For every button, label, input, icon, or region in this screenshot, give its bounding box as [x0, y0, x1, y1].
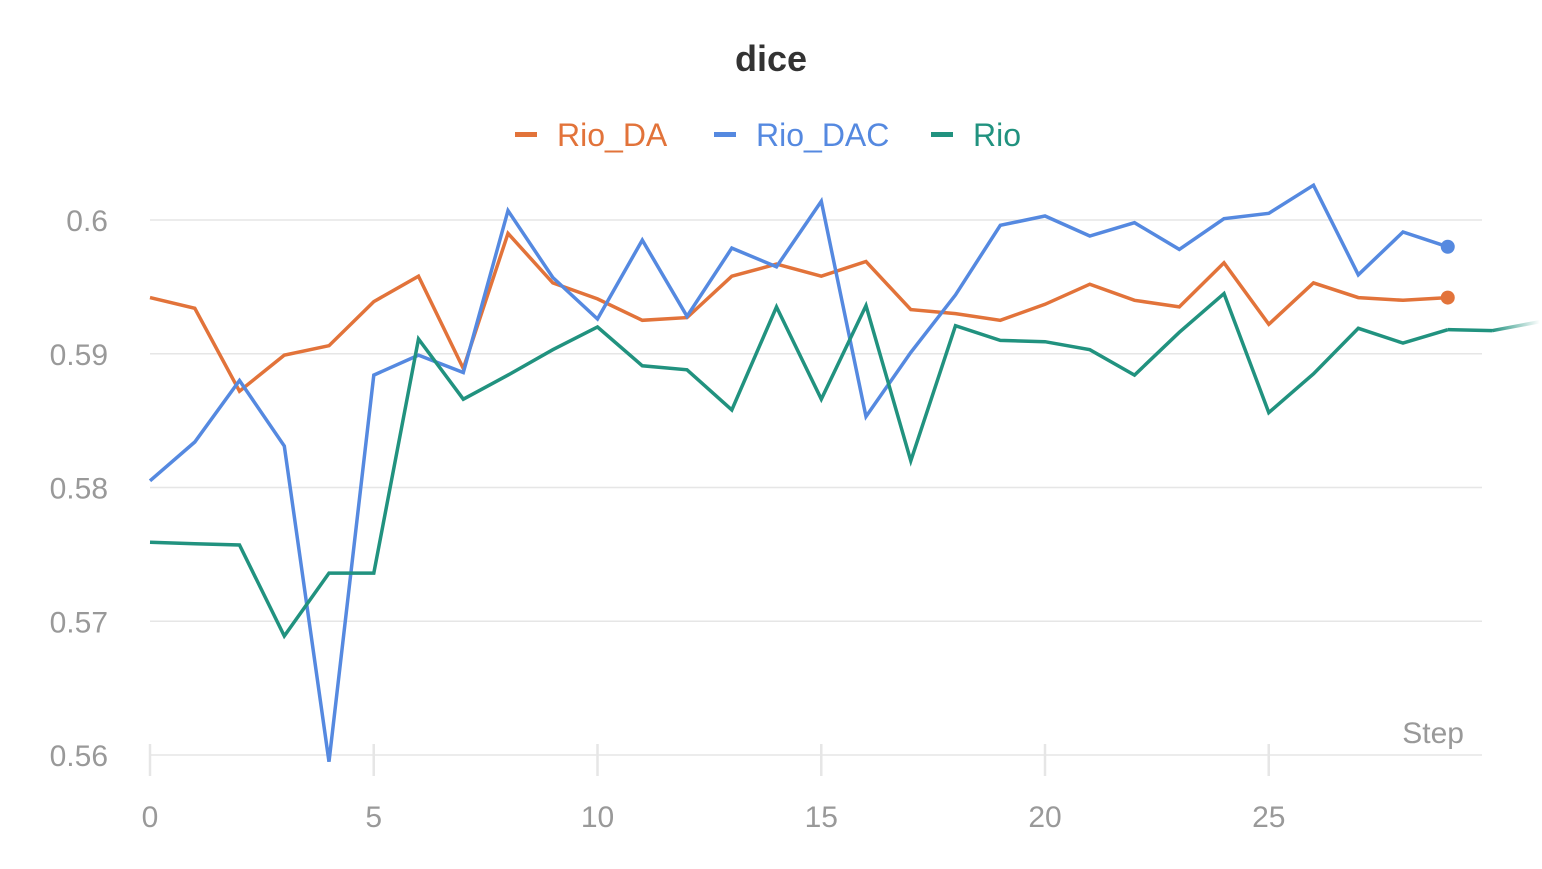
axes: 0.56 0.57 0.58 0.59 0.6 0 5 10 15 20 25	[50, 205, 1286, 834]
x-axis-label: Step	[1402, 717, 1464, 750]
y-tick-label: 0.6	[66, 205, 108, 238]
chart-title: dice	[735, 38, 807, 79]
gridlines	[150, 219, 1482, 756]
legend-swatch	[714, 132, 736, 137]
legend-item-rio[interactable]: Rio	[931, 117, 1021, 153]
series-lines	[148, 182, 1541, 762]
x-tick-label: 20	[1028, 801, 1061, 834]
series-tail-rio	[1447, 327, 1493, 333]
legend-label: Rio_DA	[557, 117, 668, 153]
x-tick-label: 5	[365, 801, 382, 834]
y-tick-label: 0.57	[50, 606, 108, 639]
series-end-marker-rio-da[interactable]	[1440, 290, 1455, 305]
series-end-marker-rio-dac[interactable]	[1440, 239, 1455, 254]
legend-swatch	[515, 132, 537, 137]
x-tick-label: 25	[1252, 801, 1285, 834]
x-tick-label: 10	[581, 801, 614, 834]
series-line-rio-dac[interactable]	[148, 182, 1449, 762]
y-tick-label: 0.59	[50, 339, 108, 372]
legend-item-rio-da[interactable]: Rio_DA	[515, 117, 668, 153]
legend-label: Rio	[973, 117, 1021, 153]
legend-swatch	[931, 132, 953, 137]
x-tick-label: 0	[142, 801, 159, 834]
series-line-rio-da[interactable]	[149, 229, 1448, 394]
y-tick-label: 0.56	[50, 740, 108, 773]
y-tick-label: 0.58	[50, 473, 108, 506]
series-tail-fade-rio	[1491, 319, 1541, 333]
x-tick-label: 15	[805, 801, 838, 834]
legend-label: Rio_DAC	[756, 117, 889, 153]
legend-item-rio-dac[interactable]: Rio_DAC	[714, 117, 889, 153]
series-line-rio[interactable]	[149, 290, 1449, 640]
legend[interactable]: Rio_DA Rio_DAC Rio	[515, 117, 1021, 153]
